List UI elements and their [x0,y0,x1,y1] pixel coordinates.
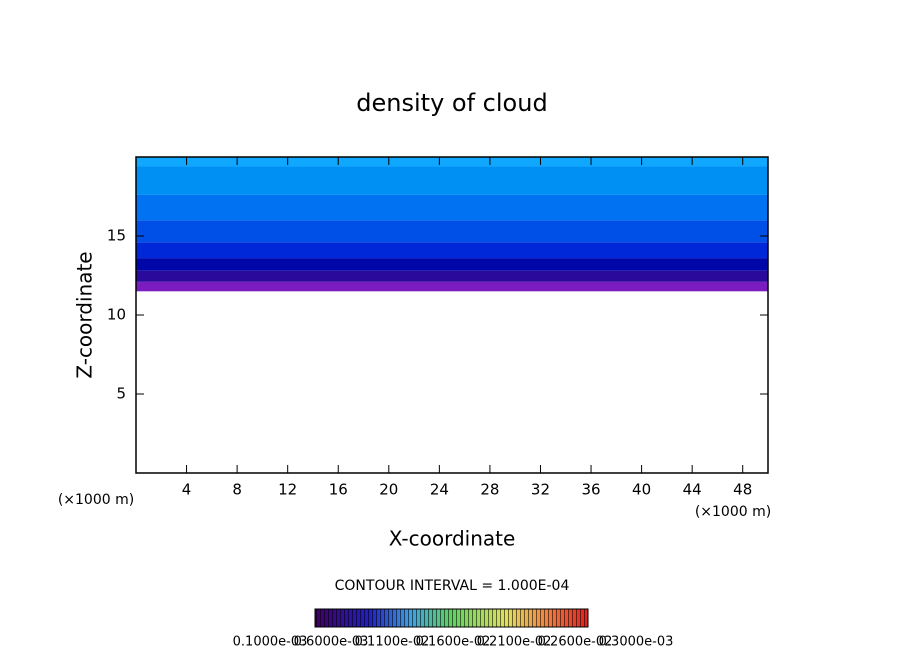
contour-band [136,281,768,292]
x-tick-label: 36 [581,481,600,499]
colorbar-label: 0.2600e-02 [538,635,613,650]
x-tick-label: 4 [182,481,192,499]
contour-band [136,194,768,221]
contour-band [136,242,768,259]
x-tick-label: 32 [531,481,550,499]
colorbar-label: 0.6000e-03 [294,635,369,650]
y-tick-label: 10 [107,306,126,324]
x-unit-label: (×1000 m) [695,504,771,520]
chart-title: density of cloud [356,89,547,117]
contour-band [136,157,768,167]
colorbar-label: 0.1100e-02 [355,635,430,650]
y-tick-label: 15 [107,227,126,245]
x-tick-label: 8 [232,481,242,499]
colorbar-label: 0.1600e-02 [416,635,491,650]
y-tick-label: 5 [116,385,126,403]
x-axis-label: X-coordinate [389,527,516,551]
colorbar-label: 0.1000e-03 [233,635,308,650]
x-unit-label: (×1000 m) [58,492,134,508]
colorbar-label: 0.2100e-02 [477,635,552,650]
x-tick-label: 12 [278,481,297,499]
x-tick-label: 44 [683,481,702,499]
colorbar-label: 0.3000e-03 [599,635,674,650]
x-tick-label: 24 [430,481,449,499]
x-tick-label: 20 [379,481,398,499]
x-tick-label: 16 [329,481,348,499]
y-axis-label: Z-coordinate [73,251,97,378]
x-tick-label: 48 [733,481,752,499]
x-tick-label: 28 [480,481,499,499]
x-tick-label: 40 [632,481,651,499]
contour-band [136,166,768,195]
colorbar-frame [314,608,589,628]
contour-interval: CONTOUR INTERVAL = 1.000E-04 [335,578,570,594]
contour-band [136,258,768,271]
contour-band [136,220,768,243]
contour-band [136,270,768,282]
